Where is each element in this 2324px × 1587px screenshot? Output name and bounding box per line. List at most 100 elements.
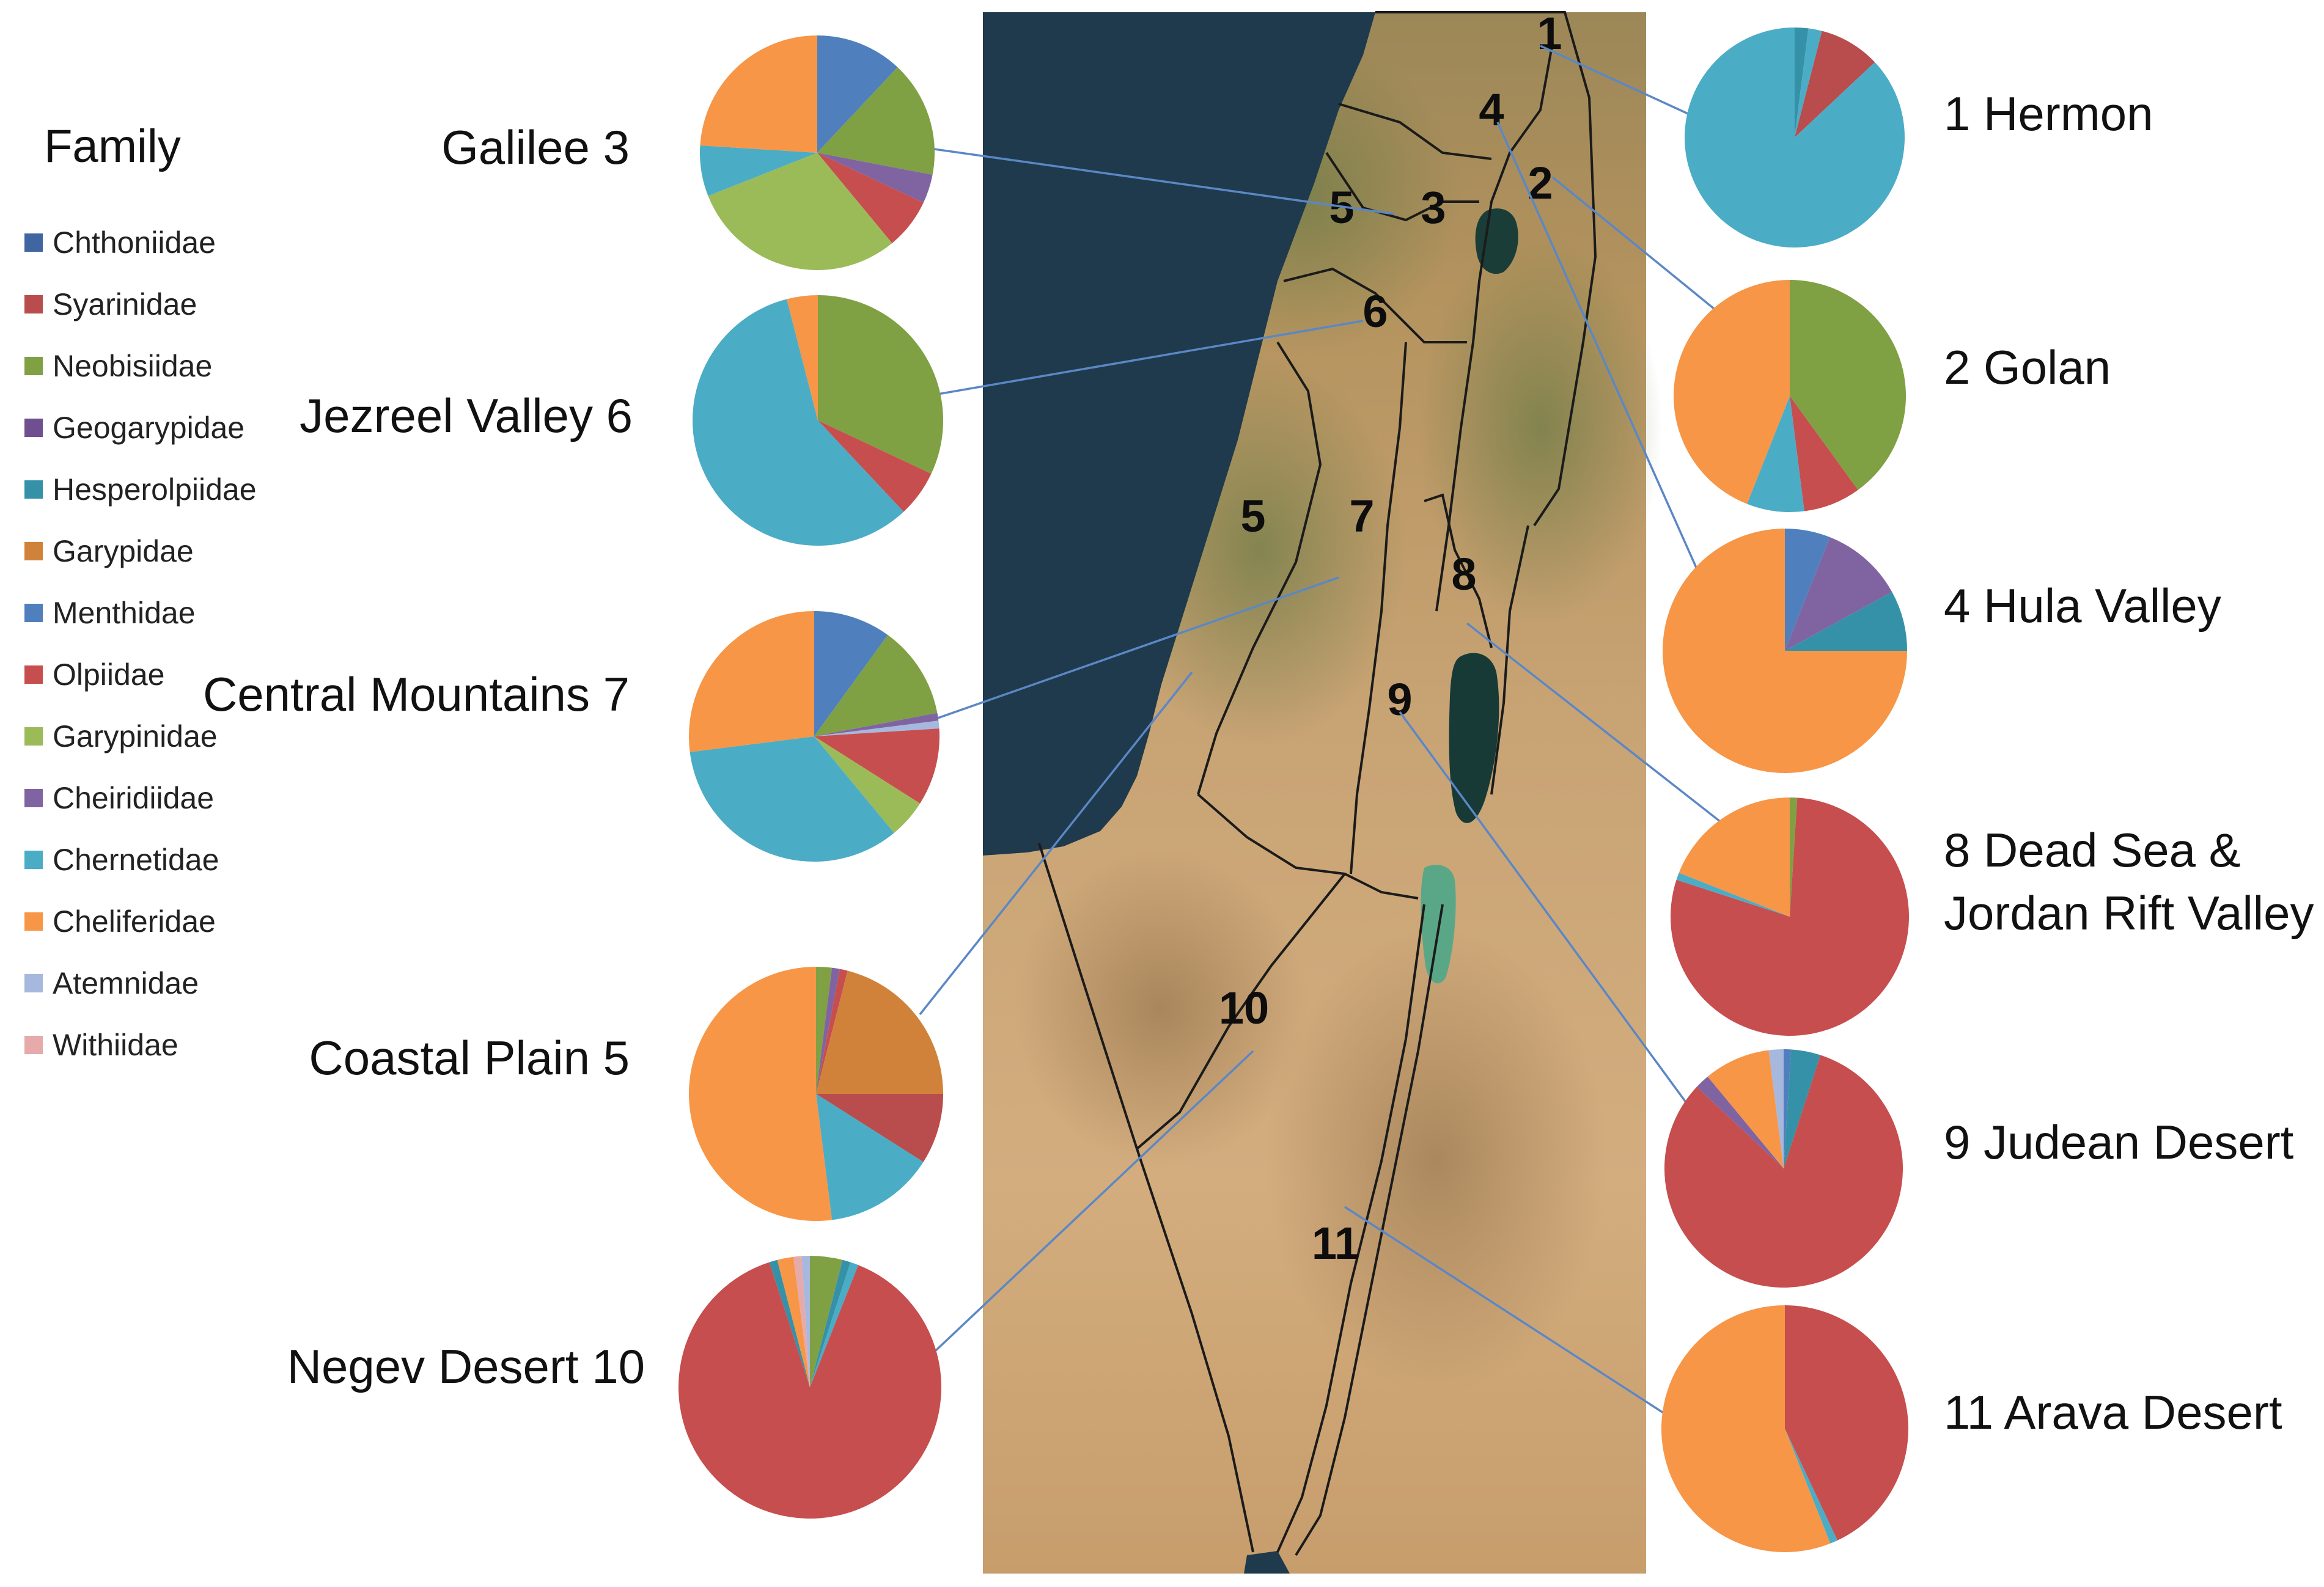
- pie-slice-chernetidae: [689, 736, 894, 862]
- region-label: Negev Desert 10: [287, 1340, 645, 1393]
- legend-swatch: [24, 480, 43, 499]
- region-label: 8 Dead Sea & Jordan Rift Valley: [1944, 823, 2314, 940]
- legend-item-neobisiidae: Neobisiidae: [24, 345, 212, 387]
- pie-slice-menthidae: [1785, 529, 1830, 651]
- gulf-of-aqaba: [1244, 1551, 1290, 1574]
- pie-slice-syarinidae: [816, 1094, 943, 1162]
- pie-slice-chernetidae: [1676, 873, 1790, 917]
- map-region-number: 5: [1240, 491, 1265, 541]
- pie-slice-cheiridiidae: [816, 967, 840, 1094]
- pie-slice-cheliferidae: [1679, 797, 1790, 917]
- legend-item-menthidae: Menthidae: [24, 592, 196, 634]
- legend-label: Menthidae: [53, 596, 196, 630]
- legend-swatch: [24, 974, 43, 992]
- leader-line: [916, 145, 1394, 215]
- pie-slice-neobisiidae: [816, 967, 833, 1094]
- legend-item-chernetidae: Chernetidae: [24, 838, 219, 881]
- region-label: 11 Arava Desert: [1944, 1385, 2282, 1439]
- legend-label: Syarinidae: [53, 287, 197, 321]
- pie-2-golan: [1673, 280, 1906, 512]
- pie-slice-cheliferidae: [777, 1256, 810, 1387]
- leader-lines: [916, 45, 1722, 1437]
- legend-item-olpiidae: Olpiidae: [24, 653, 164, 696]
- leader-line: [1399, 711, 1694, 1113]
- pie-slice-hesperolpiidae: [1784, 1049, 1821, 1168]
- region-label: Coastal Plain 5: [309, 1031, 630, 1085]
- map-region-number: 9: [1387, 674, 1412, 725]
- pie-slice-garypidae: [816, 970, 943, 1094]
- pie-slice-garypinidae: [708, 153, 892, 271]
- legend-item-hesperolpiidae: Hesperolpiidae: [24, 468, 257, 511]
- legend-label: Withiidae: [53, 1028, 178, 1062]
- pie-slice-menthidae: [1784, 1049, 1792, 1168]
- legend-swatch: [24, 604, 43, 622]
- legend-swatch: [24, 727, 43, 746]
- pie-slice-olpiidae: [678, 1262, 941, 1519]
- pie-slice-neobisiidae: [814, 635, 938, 736]
- pie-slice-hesperolpiidae: [1785, 592, 1907, 651]
- pie-slice-olpiidae: [814, 728, 940, 804]
- legend-item-withiidae: Withiidae: [24, 1024, 178, 1066]
- legend-label: Cheliferidae: [53, 904, 216, 939]
- pie-slice-chernetidae: [1747, 396, 1804, 512]
- legend-item-chthoniidae: Chthoniidae: [24, 221, 216, 264]
- pie-slice-neobisiidae: [1790, 280, 1906, 490]
- legend-item-syarinidae: Syarinidae: [24, 283, 197, 326]
- region-label: Galilee 3: [441, 120, 630, 174]
- pie-slice-cheliferidae: [1707, 1050, 1784, 1168]
- pie-central-mountains-7: [689, 611, 940, 862]
- pie-slice-atemnidae: [801, 1256, 810, 1387]
- leader-line: [928, 576, 1339, 722]
- legend-item-atemnidae: Atemnidae: [24, 962, 199, 1005]
- pie-charts: [678, 27, 1909, 1552]
- legend-swatch: [24, 233, 43, 252]
- pie-slice-cheliferidae: [1663, 529, 1907, 773]
- legend-item-cheiridiidae: Cheiridiidae: [24, 777, 214, 819]
- pie-slice-chernetidae: [1795, 28, 1822, 137]
- leader-line: [919, 320, 1364, 398]
- leader-line: [925, 1050, 1254, 1361]
- legend-label: Garypidae: [53, 534, 194, 568]
- pie-slice-chernetidae: [1684, 27, 1905, 247]
- pie-slice-atemnidae: [814, 720, 940, 736]
- legend-item-cheliferidae: Cheliferidae: [24, 900, 216, 943]
- pie-slice-withiidae: [793, 1256, 810, 1387]
- leader-line: [1496, 122, 1701, 575]
- pie-slice-neobisiidae: [817, 67, 935, 175]
- legend-item-garypinidae: Garypinidae: [24, 715, 218, 758]
- map-region-number: 8: [1451, 549, 1476, 599]
- pie-slice-cheliferidae: [1673, 280, 1790, 504]
- legend-label: Cheiridiidae: [53, 781, 215, 815]
- pie-slice-olpiidae: [1664, 1055, 1903, 1288]
- pie-slice-olpiidae: [817, 153, 924, 243]
- legend-item-geogarypidae: Geogarypidae: [24, 406, 245, 449]
- pie-slice-olpiidae: [1785, 1305, 1909, 1541]
- legend-label: Chernetidae: [53, 843, 219, 877]
- pie-slice-olpiidae: [818, 420, 932, 512]
- pie-coastal-plain-5: [689, 967, 943, 1221]
- pie-slice-olpiidae: [816, 969, 848, 1094]
- region-label: 9 Judean Desert: [1944, 1115, 2294, 1169]
- map-region-number: 10: [1219, 983, 1269, 1033]
- map-region-number: 7: [1349, 491, 1374, 541]
- region-label: 1 Hermon: [1944, 87, 2153, 141]
- leader-line: [1466, 622, 1722, 823]
- pie-slice-hesperolpiidae: [810, 1259, 851, 1387]
- pie-slice-cheiridiidae: [1696, 1076, 1784, 1168]
- map-region-number: 11: [1312, 1218, 1359, 1269]
- legend-title: Family: [44, 120, 181, 172]
- pie-slice-chernetidae: [810, 1262, 859, 1387]
- region-label: 4 Hula Valley: [1944, 579, 2221, 632]
- map-region-number: 6: [1362, 286, 1388, 337]
- legend-swatch: [24, 357, 43, 375]
- pie-slice-cheliferidae: [700, 35, 817, 153]
- region-boundaries: [1038, 11, 1597, 1556]
- legend-swatch: [24, 912, 43, 931]
- map-region-number: 3: [1421, 182, 1446, 233]
- leader-line: [919, 671, 1193, 1016]
- dead-sea: [1449, 653, 1499, 823]
- pie-slice-olpiidae: [1790, 396, 1858, 511]
- legend-label: Garypinidae: [53, 719, 218, 753]
- leader-line: [1344, 1206, 1700, 1437]
